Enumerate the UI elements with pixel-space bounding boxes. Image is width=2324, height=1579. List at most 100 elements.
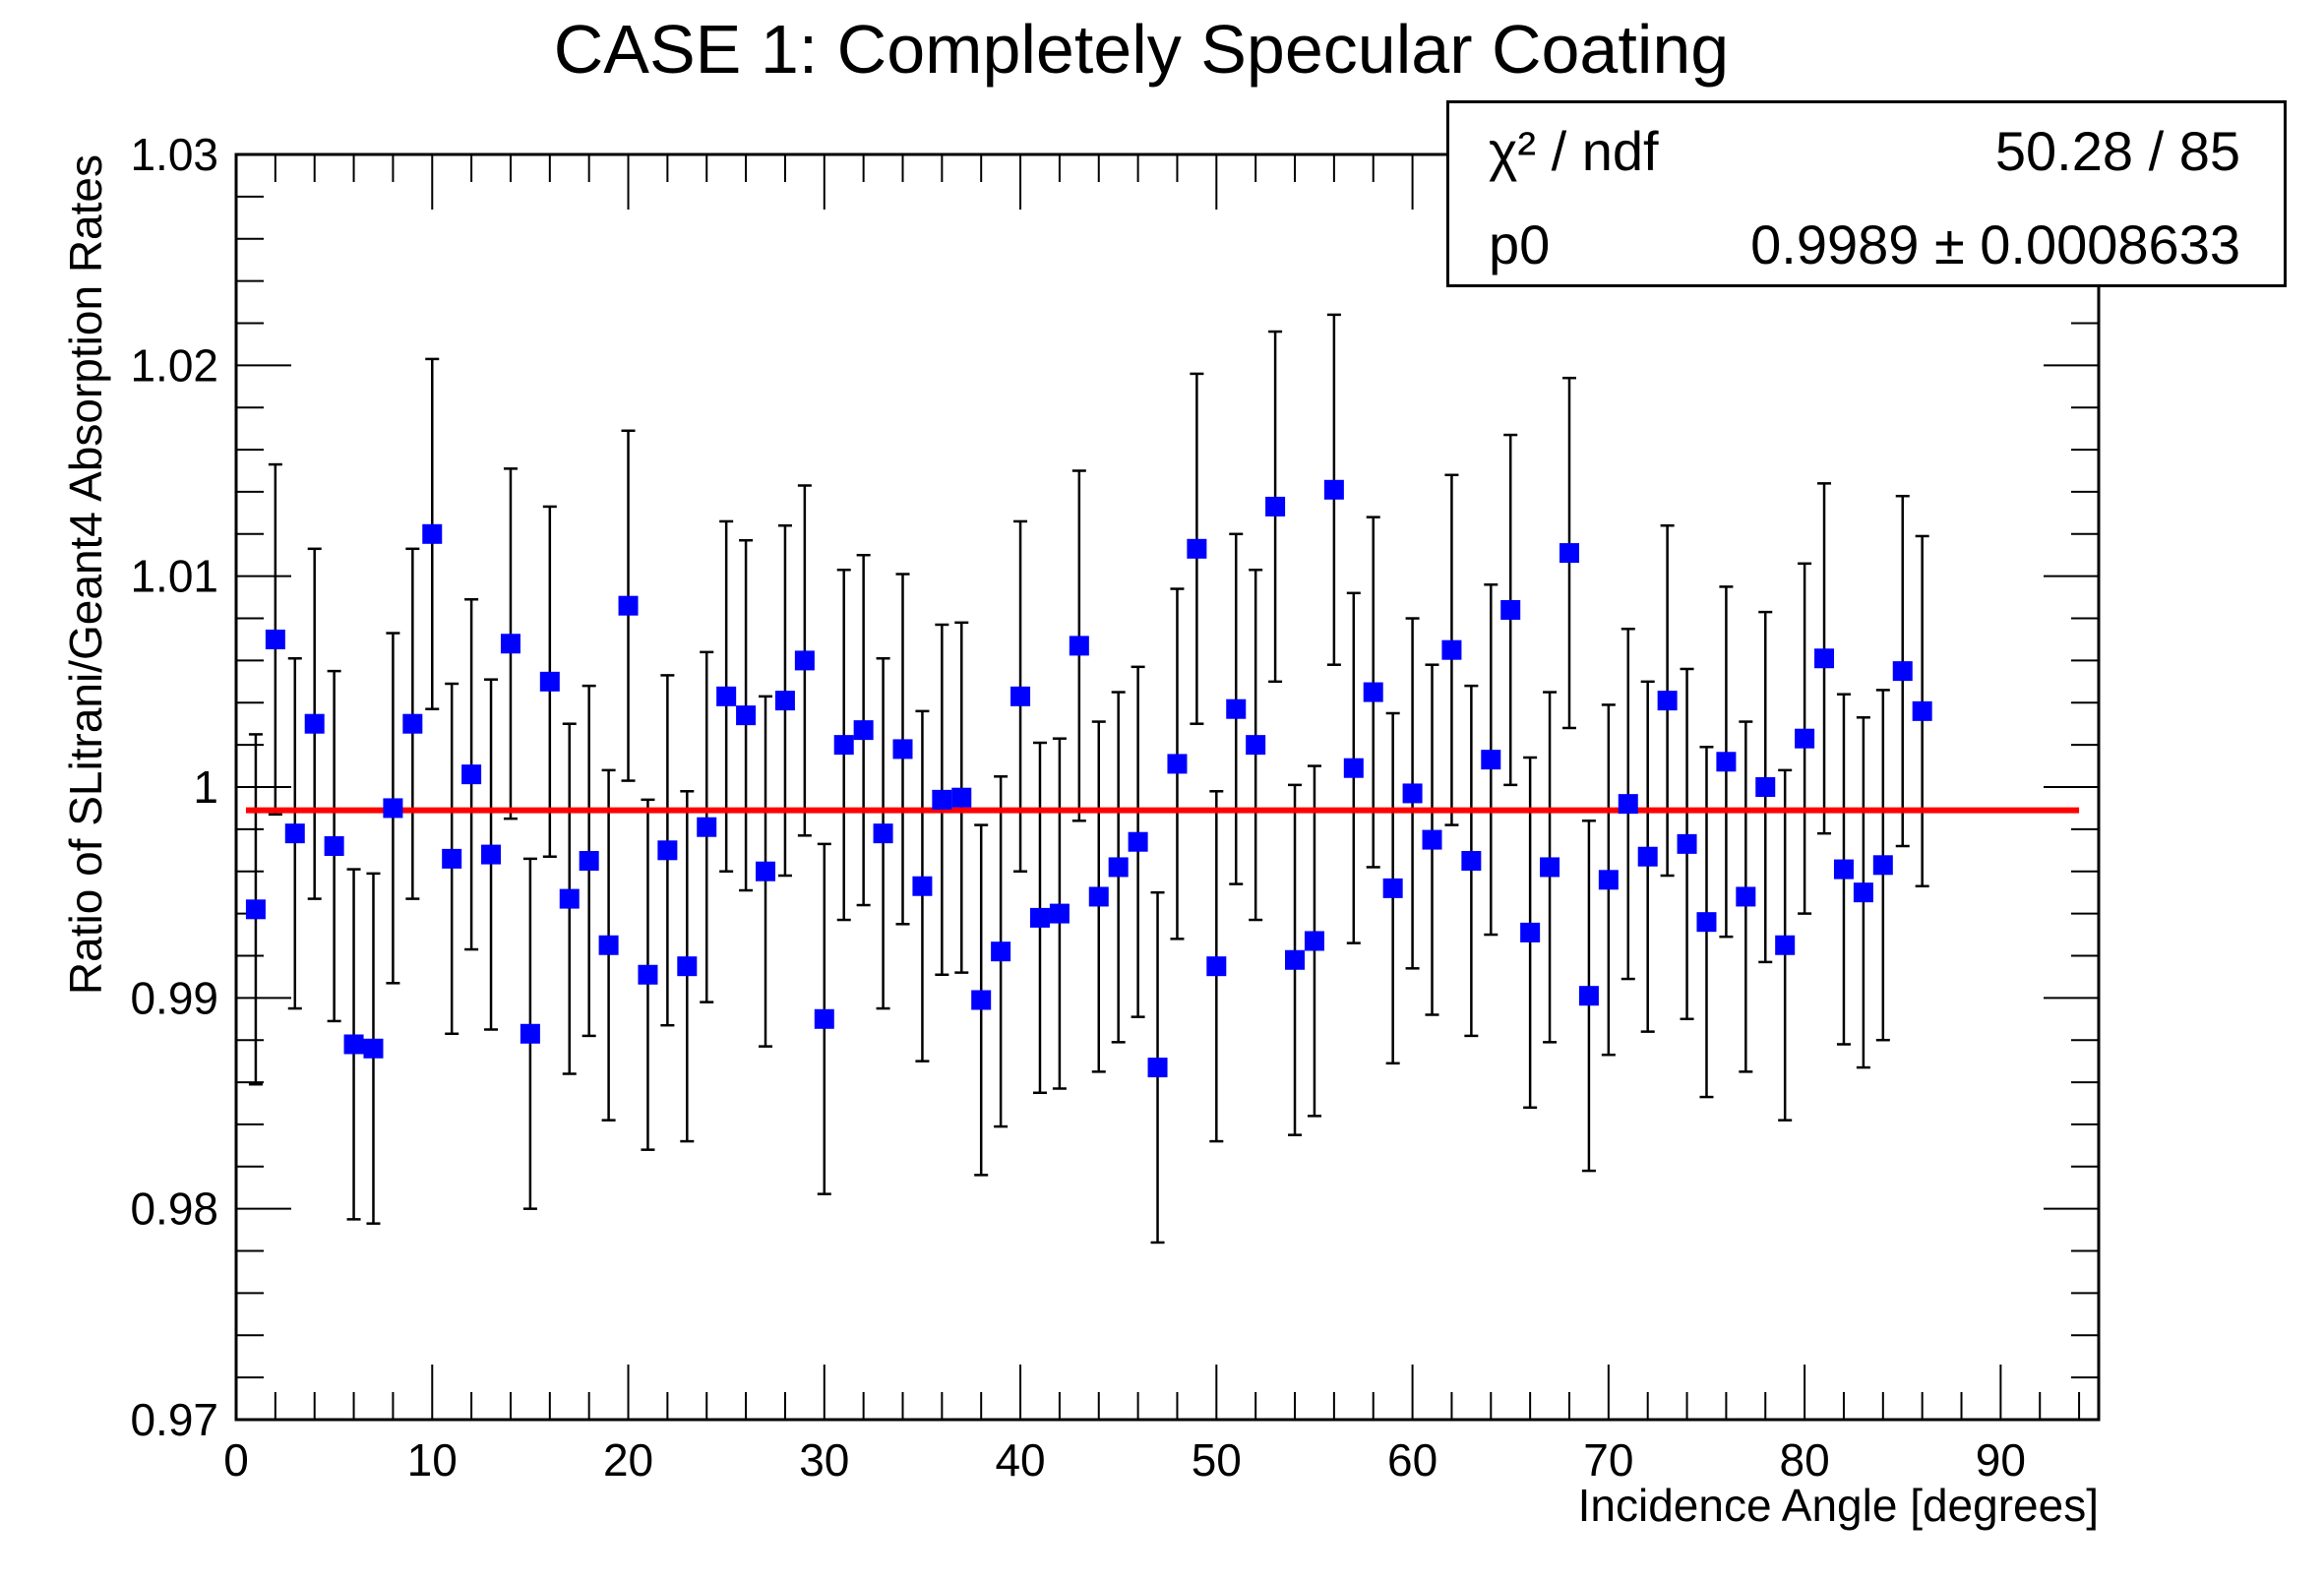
data-point: [481, 844, 502, 865]
data-point: [1736, 886, 1756, 907]
x-tick-label: 90: [1976, 1434, 2026, 1486]
data-point: [598, 935, 619, 955]
data-point: [912, 876, 933, 896]
data-point: [1520, 922, 1541, 942]
p0-value: 0.9989 ± 0.0008633: [1750, 213, 2240, 275]
data-point: [697, 817, 717, 837]
data-point: [1265, 496, 1286, 516]
data-point: [422, 523, 443, 544]
y-tick-label: 1.01: [130, 551, 218, 602]
x-axis-label: Incidence Angle [degrees]: [1578, 1480, 2099, 1531]
data-point: [1226, 698, 1247, 719]
data-point: [1892, 661, 1913, 682]
data-point: [383, 798, 403, 819]
data-point: [1481, 750, 1501, 770]
data-point: [638, 964, 658, 985]
x-tick-label: 30: [799, 1434, 849, 1486]
chi2-row: χ² / ndf 50.28 / 85: [1449, 103, 2284, 197]
data-point: [1441, 639, 1462, 660]
fit-stats-box: χ² / ndf 50.28 / 85 p0 0.9989 ± 0.000863…: [1446, 100, 2287, 287]
data-point: [1128, 831, 1148, 852]
data-point: [1029, 907, 1050, 928]
x-tick-label: 20: [603, 1434, 653, 1486]
data-point: [1637, 846, 1658, 867]
y-tick-label: 0.98: [130, 1184, 218, 1235]
chart-title: CASE 1: Completely Specular Coating: [554, 11, 1729, 88]
x-tick-labels: 0 10 20 30 40 50 60 70 80 90: [223, 1434, 2026, 1486]
data-point: [1422, 829, 1442, 850]
data-point: [1755, 777, 1776, 797]
data-point: [461, 764, 482, 785]
data-point: [873, 823, 893, 844]
y-axis-ticks: [236, 153, 2099, 1421]
data-markers: [245, 479, 1932, 1078]
data-point: [1677, 833, 1697, 854]
data-point: [1814, 648, 1835, 669]
plot-frame: [234, 152, 2101, 1422]
data-point: [1540, 857, 1560, 878]
data-point: [716, 686, 737, 706]
data-point: [1402, 783, 1423, 804]
x-tick-label: 80: [1780, 1434, 1830, 1486]
error-bars: [248, 313, 1929, 1245]
data-point: [1853, 882, 1873, 903]
data-point: [304, 713, 325, 734]
data-point: [991, 941, 1011, 962]
data-point: [500, 634, 520, 654]
chi2-label: χ² / ndf: [1489, 120, 1659, 182]
data-point: [1285, 949, 1306, 970]
data-point: [284, 823, 305, 844]
data-point: [363, 1038, 384, 1059]
data-point: [1500, 599, 1521, 620]
data-point: [1598, 870, 1619, 890]
data-point: [971, 990, 992, 1010]
data-point: [245, 899, 266, 920]
y-tick-labels: 0.97 0.98 0.99 1 1.01 1.02 1.03: [130, 129, 218, 1445]
data-point: [1775, 935, 1796, 955]
data-point: [1323, 479, 1344, 500]
x-tick-label: 10: [407, 1434, 458, 1486]
data-point: [343, 1034, 364, 1055]
data-point: [1304, 931, 1324, 951]
data-point: [1049, 903, 1070, 924]
data-point: [1716, 752, 1737, 772]
y-tick-label: 0.97: [130, 1394, 218, 1445]
data-point: [892, 739, 913, 759]
data-point: [932, 789, 952, 810]
data-point: [1795, 728, 1815, 749]
data-point: [265, 629, 285, 649]
data-point: [579, 851, 599, 872]
data-point: [1363, 682, 1383, 702]
data-point: [756, 861, 776, 881]
data-point: [520, 1023, 540, 1044]
data-point: [774, 691, 795, 711]
data-point: [1069, 636, 1089, 656]
y-tick-label: 1.02: [130, 339, 218, 391]
data-point: [618, 595, 639, 616]
data-point: [1872, 855, 1893, 876]
data-point: [1559, 543, 1579, 564]
data-point: [324, 836, 344, 857]
data-point: [736, 705, 757, 726]
chi2-value: 50.28 / 85: [1994, 120, 2240, 182]
x-tick-label: 70: [1583, 1434, 1633, 1486]
x-tick-label: 50: [1192, 1434, 1242, 1486]
data-point: [853, 720, 874, 741]
data-point: [1833, 859, 1854, 880]
data-point: [1618, 794, 1638, 815]
data-point: [1147, 1058, 1168, 1078]
y-tick-label: 1.03: [130, 129, 218, 180]
x-tick-label: 0: [223, 1434, 249, 1486]
data-point: [1461, 851, 1482, 872]
data-point: [1108, 857, 1129, 878]
x-tick-label: 60: [1387, 1434, 1437, 1486]
data-point: [814, 1008, 834, 1029]
data-point: [1382, 878, 1403, 898]
data-point: [1206, 956, 1227, 977]
data-point: [1578, 986, 1599, 1006]
y-axis-label: Ratio of SLitrani/Geant4 Absorption Rate…: [60, 154, 111, 995]
p0-row: p0 0.9989 ± 0.0008633: [1449, 197, 2284, 290]
data-point: [559, 888, 580, 909]
y-tick-label: 1: [193, 761, 218, 813]
data-point: [1912, 700, 1932, 721]
